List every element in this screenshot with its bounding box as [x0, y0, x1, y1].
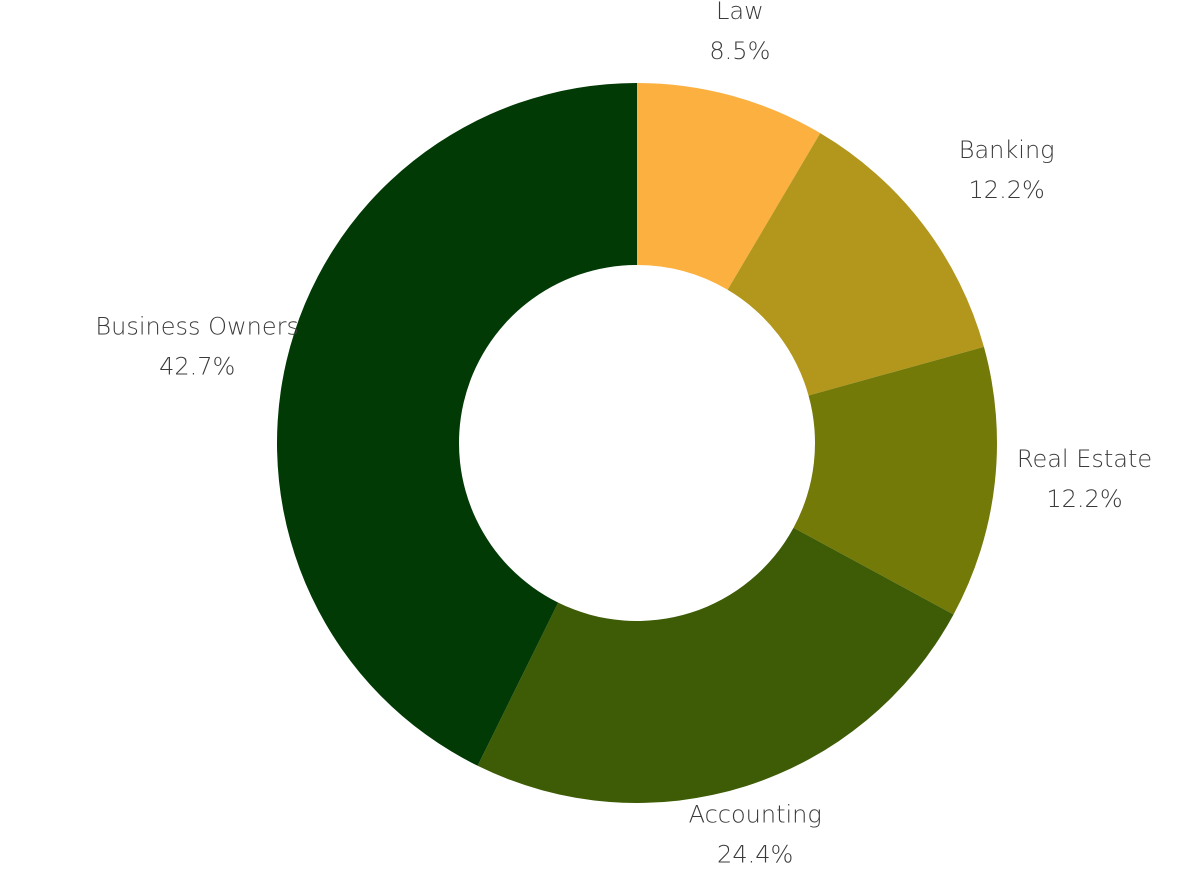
- slice-business-owners: [277, 83, 637, 766]
- slice-percent: 12.2%: [1046, 485, 1122, 513]
- slice-accounting: [477, 527, 954, 803]
- labels-group: Law 8.5% Banking 12.2% Real Estate 12.2% Accou…: [95, 0, 1152, 869]
- slice-percent: 12.2%: [969, 176, 1045, 204]
- slice-label: Business Owners: [95, 312, 299, 340]
- slices-group: [277, 83, 997, 803]
- slice-label: Real Estate: [1017, 445, 1152, 473]
- label-law: Law 8.5%: [709, 0, 770, 65]
- slice-real-estate: [793, 346, 997, 615]
- slice-label: Law: [716, 0, 764, 25]
- slice-label: Accounting: [689, 801, 822, 829]
- slice-law: [637, 83, 821, 290]
- slice-percent: 8.5%: [709, 37, 770, 65]
- slice-banking: [727, 133, 984, 396]
- label-business-owners: Business Owners 42.7%: [95, 312, 299, 380]
- slice-percent: 24.4%: [717, 841, 793, 869]
- label-real-estate: Real Estate 12.2%: [1017, 445, 1152, 513]
- label-banking: Banking 12.2%: [959, 136, 1055, 204]
- slice-percent: 42.7%: [159, 352, 235, 380]
- slice-label: Banking: [959, 136, 1055, 164]
- label-accounting: Accounting 24.4%: [689, 801, 822, 869]
